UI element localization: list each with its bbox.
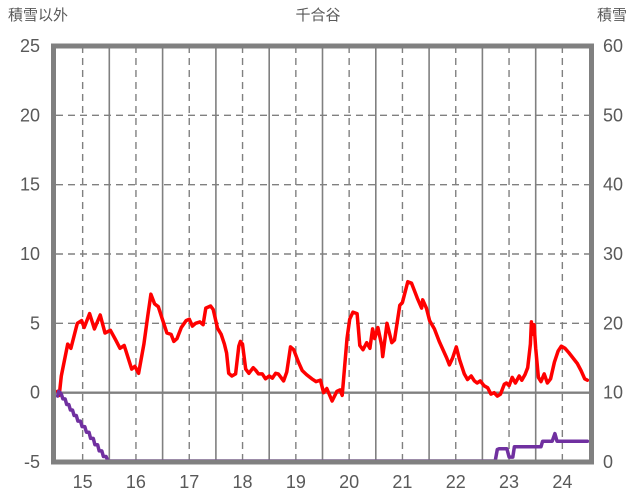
x-day-label: 22 [446, 472, 466, 492]
y-left-tick-label: 25 [20, 36, 40, 56]
series-line-non-snow [55, 279, 590, 403]
y-right-tick-label: 0 [603, 452, 613, 472]
y-left-tick-label: -5 [24, 452, 40, 472]
x-day-label: 16 [126, 472, 146, 492]
x-day-label: 18 [233, 472, 253, 492]
right-axis-title: 積雪 [596, 7, 627, 24]
x-day-label: 21 [392, 472, 412, 492]
y-right-tick-label: 50 [603, 105, 623, 125]
x-day-label: 17 [179, 472, 199, 492]
left-axis-title: 積雪以外 [8, 7, 69, 24]
plot-border [51, 43, 594, 465]
y-right-tick-label: 40 [603, 175, 623, 195]
y-right-tick-label: 30 [603, 244, 623, 264]
y-left-tick-label: 15 [20, 175, 40, 195]
y-right-tick-label: 10 [603, 383, 623, 403]
y-left-tick-label: 20 [20, 105, 40, 125]
y-left-tick-label: 0 [30, 383, 40, 403]
x-day-label: 19 [286, 472, 306, 492]
x-day-label: 23 [499, 472, 519, 492]
x-day-label: 20 [339, 472, 359, 492]
series-line-snow [55, 389, 590, 463]
x-day-label: 24 [552, 472, 572, 492]
y-left-tick-label: 5 [30, 313, 40, 333]
y-right-tick-label: 20 [603, 313, 623, 333]
y-left-tick-label: 10 [20, 244, 40, 264]
y-right-tick-label: 60 [603, 36, 623, 56]
x-day-label: 15 [73, 472, 93, 492]
